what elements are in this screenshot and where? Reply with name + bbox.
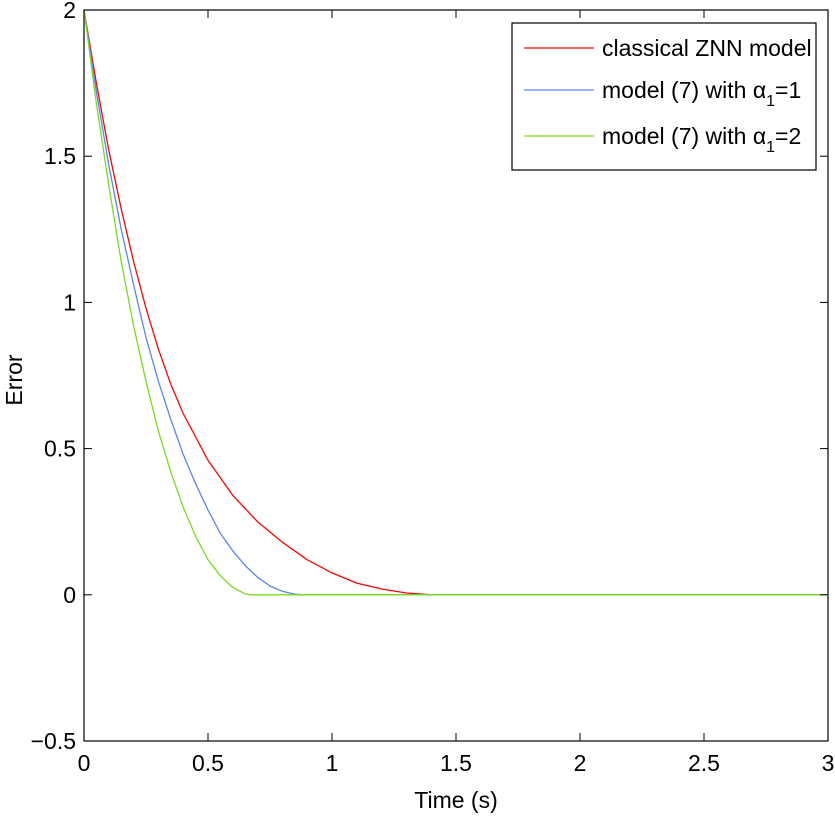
y-axis-label: Error bbox=[1, 354, 27, 405]
x-tick-label: 1 bbox=[326, 750, 339, 776]
series-line-1 bbox=[83, 9, 828, 596]
y-tick-label: 0.5 bbox=[44, 436, 76, 462]
x-tick-label: 1.5 bbox=[440, 750, 472, 776]
legend: classical ZNN model model (7) with α1=1 … bbox=[511, 22, 817, 171]
y-tick-label: 0 bbox=[63, 582, 76, 608]
x-tick-label: 3 bbox=[822, 750, 835, 776]
series-line-0 bbox=[83, 9, 828, 596]
x-axis-label: Time (s) bbox=[414, 787, 497, 813]
ticks-layer: 0 0.5 1 1.5 2 2.5 3−0.500.511.52 bbox=[31, 0, 835, 776]
x-tick-label: 0.5 bbox=[192, 750, 224, 776]
x-tick-label: 2.5 bbox=[688, 750, 720, 776]
series-layer bbox=[83, 9, 828, 596]
y-tick-label: 1 bbox=[63, 289, 76, 315]
x-tick-label: 0 bbox=[78, 750, 91, 776]
legend-label-classical-znn: classical ZNN model bbox=[602, 35, 812, 61]
y-tick-label: −0.5 bbox=[31, 728, 76, 754]
y-tick-label: 2 bbox=[63, 0, 76, 23]
legend-label-model7-alpha1-1: model (7) with α1=1 bbox=[602, 77, 801, 110]
legend-label-model7-alpha1-2: model (7) with α1=2 bbox=[602, 123, 801, 156]
x-tick-label: 2 bbox=[574, 750, 587, 776]
series-line-2 bbox=[83, 9, 828, 596]
y-tick-label: 1.5 bbox=[44, 143, 76, 169]
